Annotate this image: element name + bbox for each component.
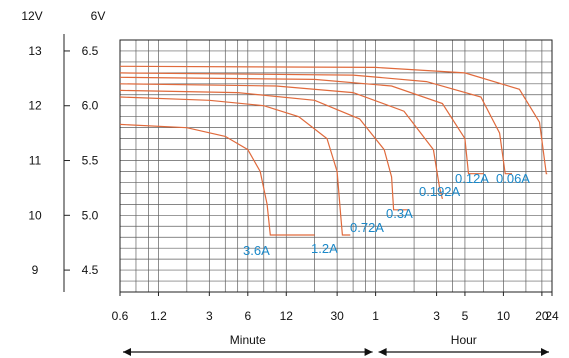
y-unit-6v: 6V — [91, 9, 106, 23]
x-tick-label: 6 — [244, 309, 251, 323]
y-tick-label-12v: 9 — [32, 263, 39, 277]
x-tick-label: 10 — [497, 309, 511, 323]
curve-label: 3.6A — [243, 243, 270, 258]
curve-label: 0.72A — [350, 220, 384, 235]
x-spans: Minute Hour — [123, 333, 549, 356]
x-tick-label: 3 — [433, 309, 440, 323]
plot-frame — [119, 39, 553, 293]
span-arrow-head-left — [123, 348, 131, 356]
y-tick-label-12v: 12 — [28, 99, 42, 113]
curve-label: 0.06A — [496, 171, 530, 186]
span-arrow-head-right — [541, 348, 549, 356]
y-tick-label-6v: 6.5 — [82, 44, 99, 58]
y-tick-label-12v: 10 — [28, 208, 42, 222]
x-tick-label: 20 — [535, 309, 549, 323]
x-tick-label: 0.6 — [112, 309, 129, 323]
curve-0.3A — [119, 83, 443, 200]
y-tick-label-6v: 6.0 — [82, 99, 99, 113]
x-tick-label: 5 — [462, 309, 469, 323]
curve-0.06A — [119, 65, 548, 175]
span-arrow-head-right — [364, 348, 373, 356]
curve-label: 0.12A — [455, 171, 489, 186]
y-tick-label-12v: 13 — [28, 44, 42, 58]
x-tick-label: 24 — [545, 309, 559, 323]
y-tick-label-6v: 5.0 — [82, 208, 99, 222]
curve-label: 0.192A — [419, 184, 461, 199]
span-arrow-head-left — [378, 348, 387, 356]
span-label: Minute — [230, 333, 266, 347]
curve-label: 1.2A — [311, 241, 338, 256]
x-tick-label: 3 — [206, 309, 213, 323]
x-tick-label: 30 — [330, 309, 344, 323]
x-tick-label: 1 — [372, 309, 379, 323]
y-unit-12v: 12V — [21, 9, 42, 23]
y-tick-label-12v: 11 — [29, 154, 42, 168]
y-tick-label-6v: 4.5 — [82, 263, 99, 277]
x-tick-label: 12 — [280, 309, 294, 323]
curve-1.2A — [119, 96, 351, 236]
plot-border — [119, 39, 553, 293]
curve-0.12A — [119, 72, 512, 175]
curve-label: 0.3A — [386, 206, 413, 221]
y-axis: 13 6.5 12 6.0 11 5.5 10 5.0 9 4.5 — [28, 34, 99, 292]
curve-0.72A — [119, 89, 410, 211]
y-tick-label-6v: 5.5 — [82, 154, 99, 168]
span-label: Hour — [451, 333, 477, 347]
curve-0.192A — [119, 76, 484, 175]
curve-3.6A — [119, 123, 315, 236]
grid — [120, 40, 552, 292]
x-tick-label: 1.2 — [150, 309, 167, 323]
